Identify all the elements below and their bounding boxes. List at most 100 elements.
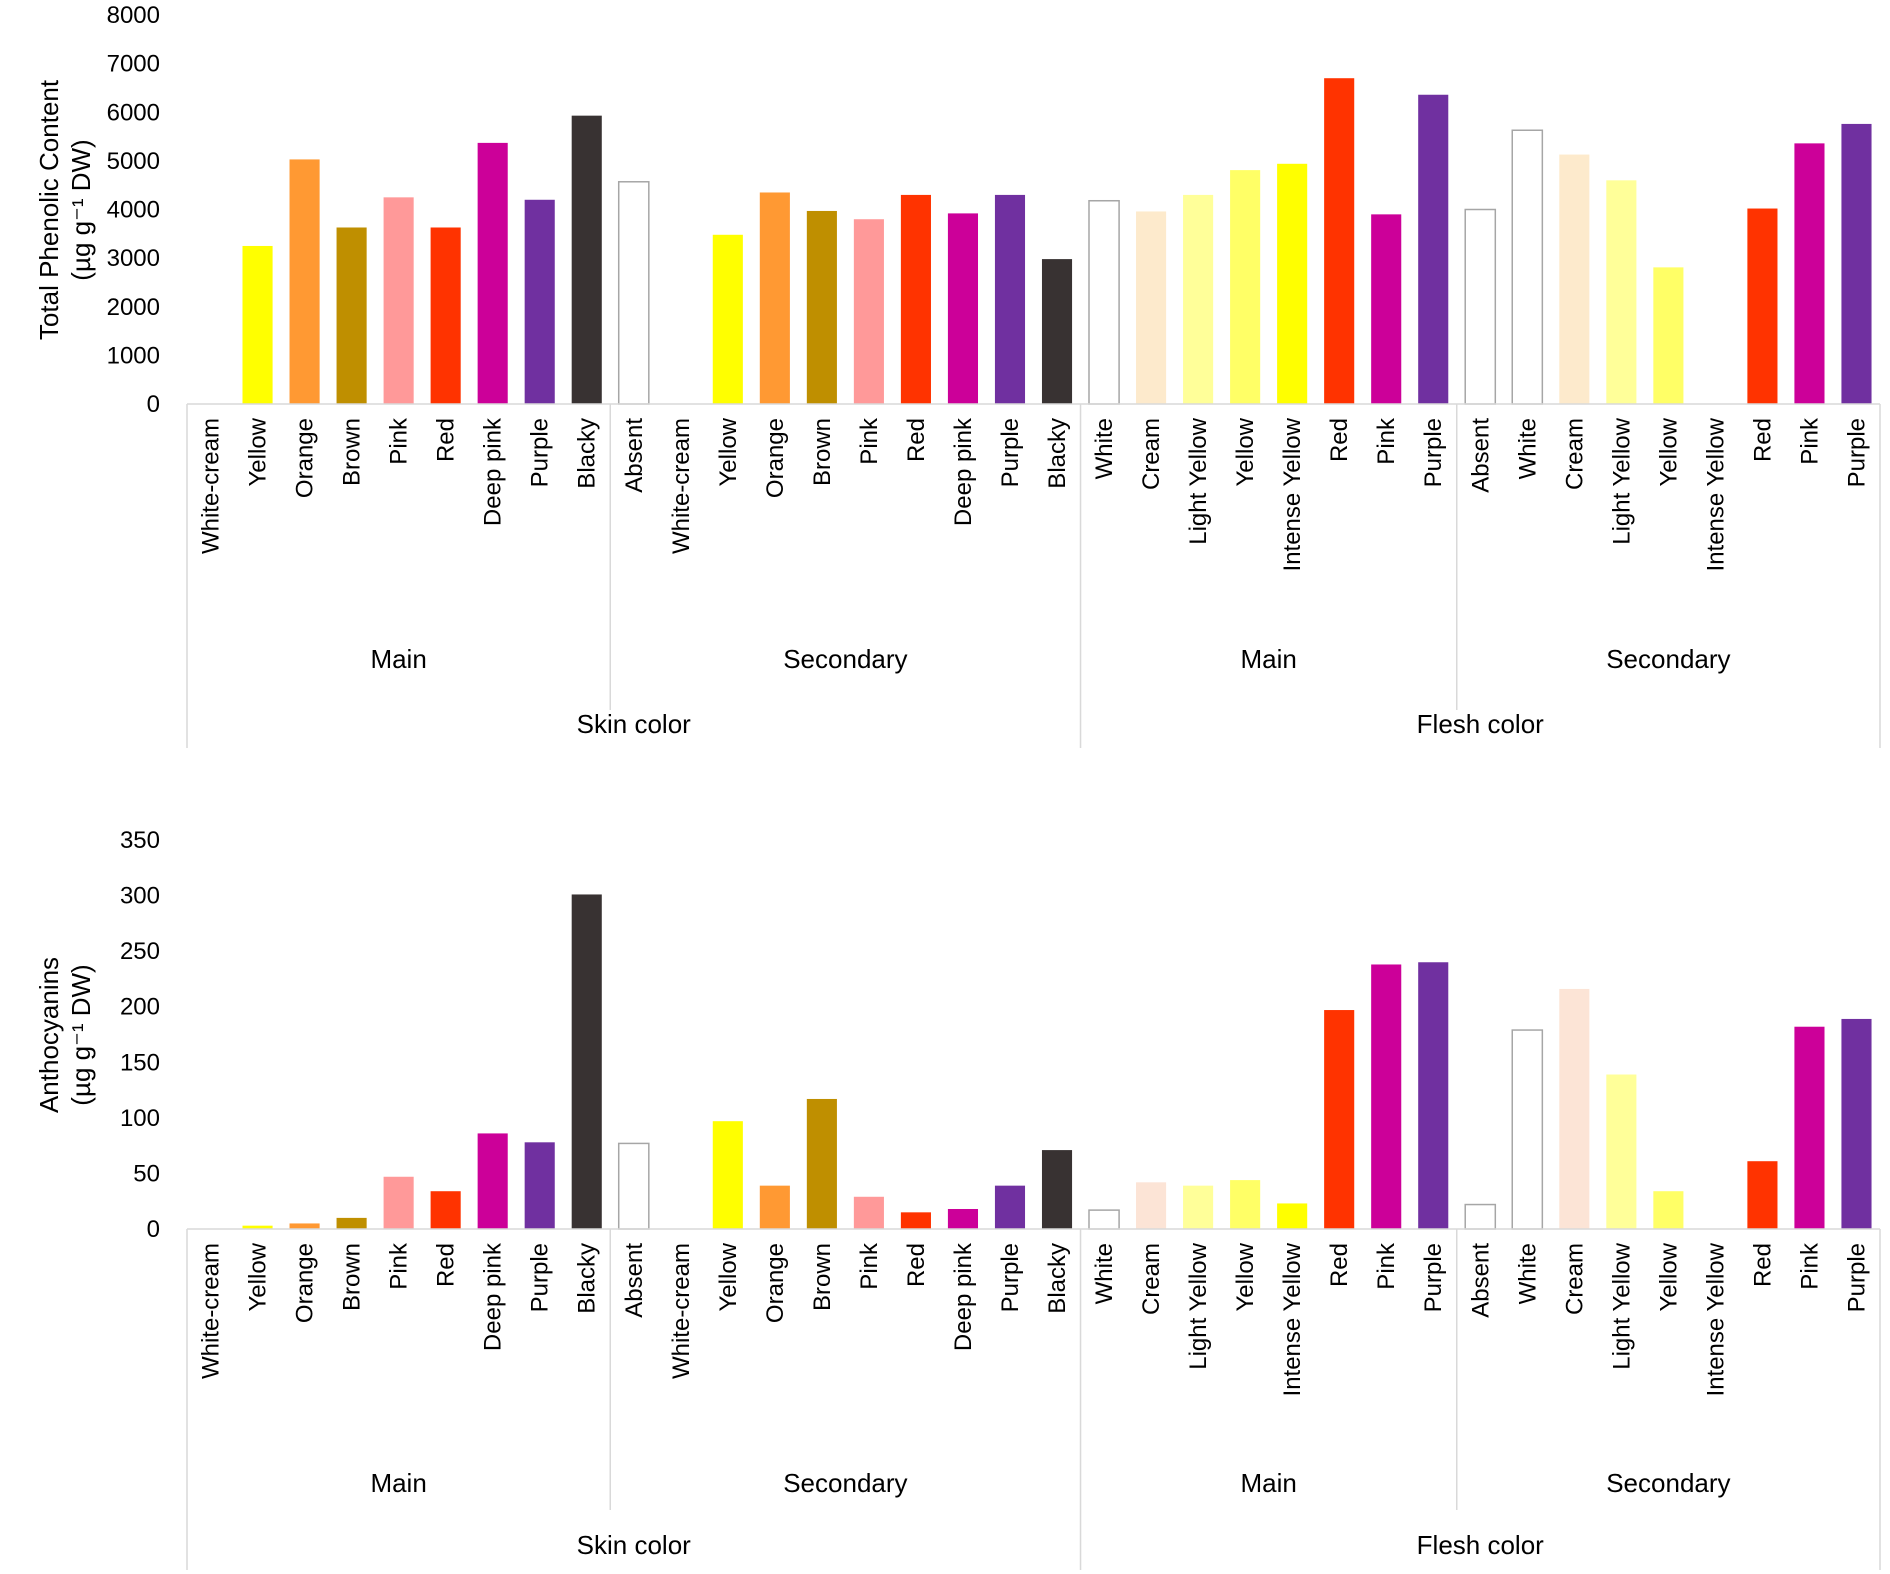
category-label: Blacky xyxy=(574,418,601,489)
bar xyxy=(1841,1018,1872,1229)
category-label: Purple xyxy=(527,418,554,487)
bar xyxy=(430,227,461,404)
bar xyxy=(947,1208,979,1229)
bar xyxy=(1464,208,1497,405)
category-label: White-cream xyxy=(668,418,695,554)
category-label: White-cream xyxy=(198,418,225,554)
category-label: Absent xyxy=(1467,1243,1494,1318)
y-tick-label: 300 xyxy=(120,883,160,910)
category-label: Deep pink xyxy=(480,1242,507,1351)
bar xyxy=(853,219,884,404)
y-axis-unit: (µg g⁻¹ DW) xyxy=(66,139,96,280)
y-axis-unit: (µg g⁻¹ DW) xyxy=(66,964,96,1105)
bar xyxy=(430,1191,461,1229)
category-label: Red xyxy=(1326,1243,1353,1287)
category-label: Yellow xyxy=(715,1242,742,1311)
bar xyxy=(712,1121,743,1229)
category-label: Red xyxy=(433,1243,460,1287)
bar xyxy=(617,181,650,405)
category-label: Yellow xyxy=(1232,417,1259,486)
bar xyxy=(994,194,1026,404)
category-label: Deep pink xyxy=(950,1242,977,1351)
bar xyxy=(1606,1074,1637,1229)
category-label: Pink xyxy=(1796,1242,1823,1290)
category-label: Yellow xyxy=(245,417,272,486)
category-label: Light Yellow xyxy=(1185,417,1212,544)
category-label: Yellow xyxy=(1655,417,1682,486)
bar xyxy=(1606,180,1637,404)
bar xyxy=(947,213,979,404)
category-label: Orange xyxy=(762,418,789,498)
y-axis-title: Total Phenolic Content xyxy=(34,79,64,340)
category-label: Orange xyxy=(292,418,319,498)
subgroup-label: Secondary xyxy=(1606,644,1730,674)
category-label: Absent xyxy=(621,1243,648,1318)
bar xyxy=(1324,78,1355,405)
bar xyxy=(571,894,602,1229)
category-label: Orange xyxy=(762,1243,789,1323)
category-label: Red xyxy=(1749,1243,1776,1287)
category-label: Blacky xyxy=(1044,1243,1071,1314)
group-label: Skin color xyxy=(577,709,691,739)
y-tick-label: 0 xyxy=(147,1216,160,1243)
category-label: Blacky xyxy=(1044,418,1071,489)
category-label: Brown xyxy=(339,1243,366,1311)
category-label: Cream xyxy=(1561,1243,1588,1315)
category-label: Yellow xyxy=(245,1242,272,1311)
category-label: Red xyxy=(1326,418,1353,462)
bar xyxy=(1136,211,1167,404)
bar xyxy=(1183,194,1214,404)
category-label: White-cream xyxy=(668,1243,695,1379)
subgroup-label: Secondary xyxy=(1606,1468,1730,1498)
bar xyxy=(336,227,367,404)
bar xyxy=(1794,143,1825,404)
y-tick-label: 2000 xyxy=(107,294,160,321)
bar xyxy=(289,159,320,404)
bar xyxy=(1088,199,1120,405)
bar xyxy=(1559,988,1590,1229)
category-label: White xyxy=(1091,1243,1118,1304)
bar xyxy=(1371,214,1402,404)
category-label: Intense Yellow xyxy=(1279,417,1306,571)
category-label: Pink xyxy=(386,1242,413,1290)
bar xyxy=(242,1225,273,1229)
group-label: Skin color xyxy=(577,1530,691,1560)
y-tick-label: 8000 xyxy=(107,2,160,29)
subgroup-label: Secondary xyxy=(783,644,907,674)
bar xyxy=(1041,259,1073,404)
category-label: White xyxy=(1514,1243,1541,1304)
bar xyxy=(853,1196,884,1229)
y-tick-label: 200 xyxy=(120,994,160,1021)
category-label: Light Yellow xyxy=(1185,1242,1212,1369)
category-label: Light Yellow xyxy=(1608,1242,1635,1369)
bar xyxy=(1418,94,1449,405)
bar xyxy=(712,234,743,404)
bar xyxy=(1747,1161,1778,1229)
bar xyxy=(1841,123,1872,405)
category-label: Purple xyxy=(527,1243,554,1312)
category-label: Purple xyxy=(1420,1243,1447,1312)
category-label: Pink xyxy=(856,1242,883,1290)
category-label: Brown xyxy=(339,418,366,486)
category-label: Red xyxy=(433,418,460,462)
subgroup-label: Main xyxy=(370,644,426,674)
category-label: Red xyxy=(903,1243,930,1287)
category-label: Intense Yellow xyxy=(1702,417,1729,571)
category-label: Purple xyxy=(1843,1243,1870,1312)
category-label: Red xyxy=(903,418,930,462)
subgroup-label: Main xyxy=(370,1468,426,1498)
bar xyxy=(477,142,508,405)
category-label: Brown xyxy=(809,1243,836,1311)
category-label: Deep pink xyxy=(480,417,507,526)
category-label: Pink xyxy=(1796,417,1823,465)
bar xyxy=(383,1176,414,1229)
category-label: Light Yellow xyxy=(1608,417,1635,544)
category-label: Pink xyxy=(386,417,413,465)
group-label: Flesh color xyxy=(1417,1530,1544,1560)
y-tick-label: 50 xyxy=(133,1160,160,1187)
category-label: Cream xyxy=(1561,418,1588,490)
bar xyxy=(1464,1203,1497,1230)
category-label: Cream xyxy=(1138,418,1165,490)
anthocyanins-chart: 0 50 100 150 200 250 300 350 Anthocyanins (µg g⁻¹… xyxy=(34,827,1881,1570)
